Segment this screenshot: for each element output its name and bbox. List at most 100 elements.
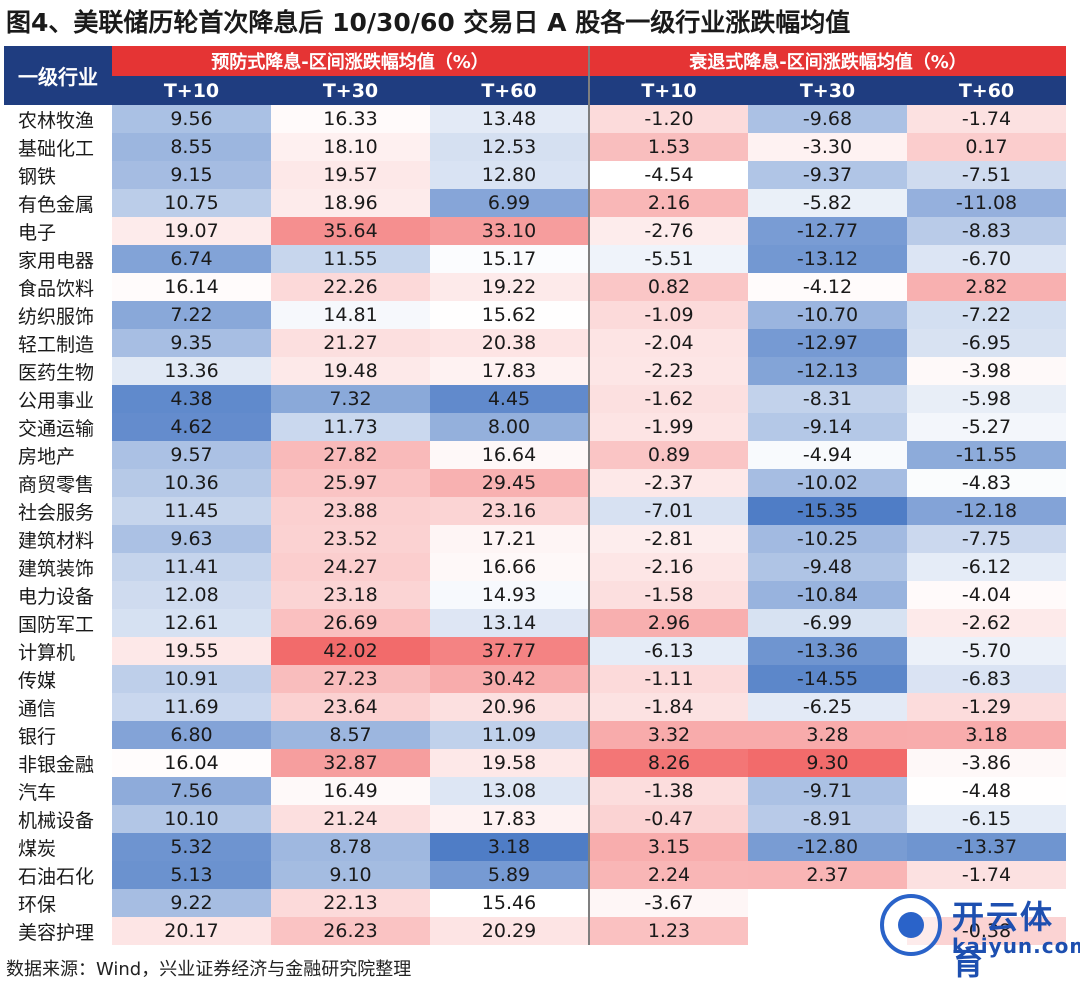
table-row: 电子 19.07 35.64 33.10 -2.76 -12.77 -8.83 — [4, 217, 1066, 245]
value-cell: 5.32 — [112, 833, 271, 861]
value-cell: -2.37 — [588, 469, 748, 497]
value-cell: -1.58 — [588, 581, 748, 609]
value-cell: -6.99 — [748, 609, 907, 637]
value-cell: 3.15 — [588, 833, 748, 861]
value-cell: 2.16 — [588, 189, 748, 217]
value-cell: 9.63 — [112, 525, 271, 553]
table-row: 纺织服饰 7.22 14.81 15.62 -1.09 -10.70 -7.22 — [4, 301, 1066, 329]
value-cell: 6.74 — [112, 245, 271, 273]
value-cell: -1.09 — [588, 301, 748, 329]
value-cell: -1.74 — [907, 861, 1066, 889]
value-cell: 17.83 — [430, 805, 589, 833]
value-cell: 23.52 — [271, 525, 430, 553]
value-cell: 9.10 — [271, 861, 430, 889]
industry-label: 公用事业 — [4, 385, 112, 413]
value-cell: 7.32 — [271, 385, 430, 413]
table-row: 轻工制造 9.35 21.27 20.38 -2.04 -12.97 -6.95 — [4, 329, 1066, 357]
value-cell: -8.31 — [748, 385, 907, 413]
table-row: 汽车 7.56 16.49 13.08 -1.38 -9.71 -4.48 — [4, 777, 1066, 805]
industry-label: 有色金属 — [4, 189, 112, 217]
value-cell: 19.57 — [271, 161, 430, 189]
value-cell: -6.12 — [907, 553, 1066, 581]
value-cell: -1.62 — [588, 385, 748, 413]
watermark-en: kaiyun.com — [952, 934, 1080, 958]
value-cell: 4.45 — [430, 385, 589, 413]
table-row: 钢铁 9.15 19.57 12.80 -4.54 -9.37 -7.51 — [4, 161, 1066, 189]
value-cell: -5.51 — [588, 245, 748, 273]
industry-label: 建筑装饰 — [4, 553, 112, 581]
value-cell: 42.02 — [271, 637, 430, 665]
value-cell: -6.95 — [907, 329, 1066, 357]
value-cell: -3.98 — [907, 357, 1066, 385]
value-cell: -6.70 — [907, 245, 1066, 273]
value-cell: 3.28 — [748, 721, 907, 749]
value-cell: 2.37 — [748, 861, 907, 889]
value-cell: 18.96 — [271, 189, 430, 217]
value-cell: -1.99 — [588, 413, 748, 441]
industry-label: 计算机 — [4, 637, 112, 665]
value-cell: -4.54 — [588, 161, 748, 189]
table-row: 医药生物 13.36 19.48 17.83 -2.23 -12.13 -3.98 — [4, 357, 1066, 385]
value-cell: 23.16 — [430, 497, 589, 525]
value-cell: -9.37 — [748, 161, 907, 189]
value-cell: 37.77 — [430, 637, 589, 665]
value-cell: 12.80 — [430, 161, 589, 189]
value-cell: -2.81 — [588, 525, 748, 553]
table-row: 通信 11.69 23.64 20.96 -1.84 -6.25 -1.29 — [4, 693, 1066, 721]
value-cell — [748, 889, 907, 917]
value-cell: 19.48 — [271, 357, 430, 385]
value-cell: 10.10 — [112, 805, 271, 833]
value-cell: 8.78 — [271, 833, 430, 861]
value-cell: -4.04 — [907, 581, 1066, 609]
table-row: 公用事业 4.38 7.32 4.45 -1.62 -8.31 -5.98 — [4, 385, 1066, 413]
value-cell: 19.58 — [430, 749, 589, 777]
industry-label: 建筑材料 — [4, 525, 112, 553]
value-cell: -14.55 — [748, 665, 907, 693]
value-cell: 18.10 — [271, 133, 430, 161]
table-row: 社会服务 11.45 23.88 23.16 -7.01 -15.35 -12.18 — [4, 497, 1066, 525]
industry-label: 钢铁 — [4, 161, 112, 189]
group-header-preventive: 预防式降息-区间涨跌幅均值（%） — [112, 46, 589, 76]
value-cell: -12.80 — [748, 833, 907, 861]
value-cell: -3.30 — [748, 133, 907, 161]
value-cell: 5.89 — [430, 861, 589, 889]
value-cell: 3.18 — [907, 721, 1066, 749]
value-cell: 10.36 — [112, 469, 271, 497]
table-row: 煤炭 5.32 8.78 3.18 3.15 -12.80 -13.37 — [4, 833, 1066, 861]
value-cell: 3.32 — [588, 721, 748, 749]
value-cell: 32.87 — [271, 749, 430, 777]
value-cell: 13.14 — [430, 609, 589, 637]
value-cell: 4.38 — [112, 385, 271, 413]
industry-label: 石油石化 — [4, 861, 112, 889]
value-cell: -2.62 — [907, 609, 1066, 637]
table-row: 农林牧渔 9.56 16.33 13.48 -1.20 -9.68 -1.74 — [4, 105, 1066, 133]
value-cell: -1.74 — [907, 105, 1066, 133]
value-cell: 20.29 — [430, 917, 589, 945]
value-cell: 22.26 — [271, 273, 430, 301]
value-cell: 15.62 — [430, 301, 589, 329]
industry-label: 商贸零售 — [4, 469, 112, 497]
value-cell: 12.08 — [112, 581, 271, 609]
column-header: T+30 — [271, 76, 430, 105]
value-cell: -11.08 — [907, 189, 1066, 217]
value-cell: -4.48 — [907, 777, 1066, 805]
value-cell: -8.83 — [907, 217, 1066, 245]
value-cell: -10.02 — [748, 469, 907, 497]
table-row: 家用电器 6.74 11.55 15.17 -5.51 -13.12 -6.70 — [4, 245, 1066, 273]
value-cell: -10.70 — [748, 301, 907, 329]
industry-label: 纺织服饰 — [4, 301, 112, 329]
value-cell: 1.53 — [588, 133, 748, 161]
table-row: 商贸零售 10.36 25.97 29.45 -2.37 -10.02 -4.83 — [4, 469, 1066, 497]
table-row: 房地产 9.57 27.82 16.64 0.89 -4.94 -11.55 — [4, 441, 1066, 469]
page-title: 图4、美联储历轮首次降息后 10/30/60 交易日 A 股各一级行业涨跌幅均值 — [6, 8, 851, 37]
watermark-cn: 开云体育 — [952, 898, 1055, 982]
soccer-ball-icon — [880, 894, 942, 956]
value-cell: -2.23 — [588, 357, 748, 385]
value-cell: 8.00 — [430, 413, 589, 441]
industry-label: 银行 — [4, 721, 112, 749]
value-cell: 19.22 — [430, 273, 589, 301]
table-row: 非银金融 16.04 32.87 19.58 8.26 9.30 -3.86 — [4, 749, 1066, 777]
value-cell: -13.37 — [907, 833, 1066, 861]
value-cell: 0.89 — [588, 441, 748, 469]
table-row: 计算机 19.55 42.02 37.77 -6.13 -13.36 -5.70 — [4, 637, 1066, 665]
